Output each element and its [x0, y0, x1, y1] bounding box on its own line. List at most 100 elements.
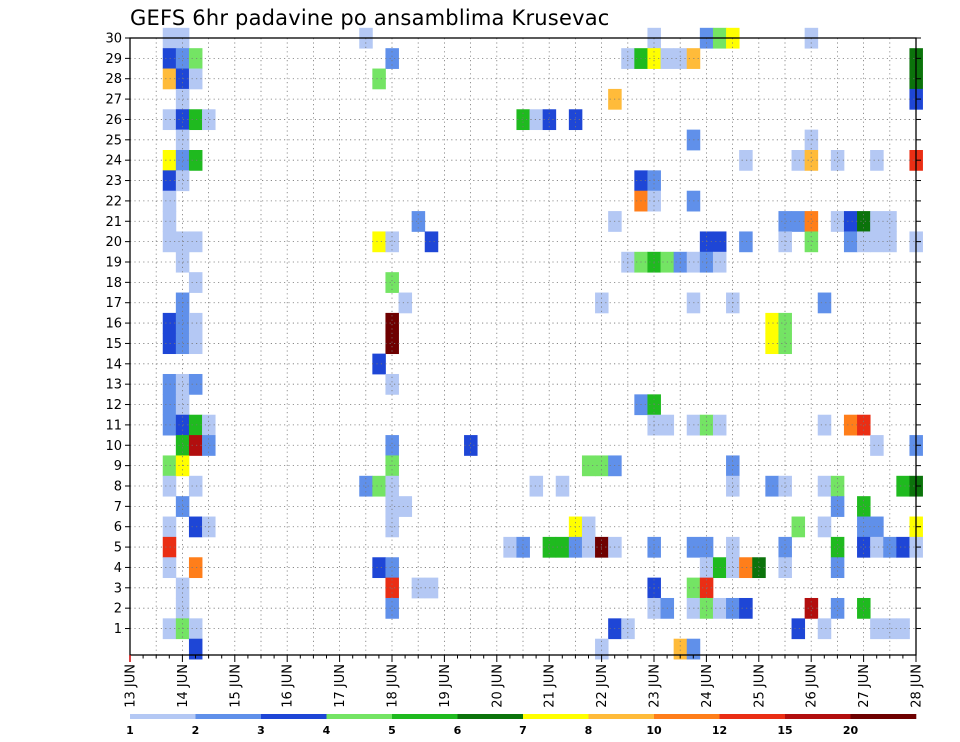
heatmap-cell	[175, 597, 190, 619]
heatmap-cell	[830, 475, 845, 497]
heatmap-cell	[385, 272, 399, 293]
heatmap-cell	[202, 414, 216, 436]
heatmap-cell	[162, 150, 177, 171]
y-tick-label: 19	[105, 255, 122, 270]
x-tick-label: 28 JUN	[910, 664, 925, 708]
colorbar-swatch	[719, 714, 786, 719]
heatmap-cell	[175, 68, 190, 90]
heatmap-cell	[175, 109, 190, 131]
heatmap-cell	[188, 414, 203, 436]
heatmap-cell	[830, 150, 845, 171]
y-tick-label: 2	[114, 602, 122, 617]
heatmap-cell	[162, 455, 177, 477]
heatmap-cell	[385, 312, 399, 334]
heatmap-cell	[778, 333, 792, 355]
y-tick-label: 12	[105, 398, 122, 413]
colorbar-swatch	[457, 714, 524, 719]
heatmap-cell	[857, 211, 871, 232]
heatmap-cell	[804, 231, 819, 253]
heatmap-cell	[830, 536, 845, 558]
heatmap-cell	[188, 333, 203, 355]
heatmap-cell	[857, 414, 871, 436]
heatmap-cell	[752, 557, 766, 579]
heatmap-cell	[464, 435, 478, 456]
heatmap-cell	[870, 150, 884, 171]
heatmap-cell	[188, 475, 203, 497]
colorbar-tick-label: 7	[519, 724, 527, 737]
heatmap-cell	[529, 109, 544, 131]
colorbar-tick-label: 15	[777, 724, 792, 737]
heatmap-cell	[188, 231, 203, 253]
x-tick-label: 16 JUN	[281, 664, 296, 708]
heatmap-cell	[175, 435, 190, 456]
y-tick-label: 4	[114, 561, 122, 576]
heatmap-cell	[424, 577, 439, 599]
y-tick-label: 10	[105, 439, 122, 454]
heatmap-cell	[765, 333, 779, 355]
y-tick-label: 8	[114, 479, 122, 494]
colorbar-swatch	[195, 714, 262, 719]
heatmap-cell	[896, 618, 910, 640]
heatmap-cell	[843, 414, 858, 436]
heatmap-cell	[162, 231, 177, 253]
grid-lines	[130, 37, 916, 655]
x-tick-label: 26 JUN	[805, 664, 820, 708]
heatmap-cell	[791, 211, 806, 232]
colorbar-tick-label: 5	[388, 724, 396, 737]
heatmap-cell	[162, 394, 177, 416]
heatmap-cell	[804, 597, 819, 619]
heatmap-cell	[739, 557, 753, 579]
colorbar-tick-label: 1	[126, 724, 134, 737]
chart-title: GEFS 6hr padavine po ansamblima Krusevac	[130, 6, 610, 30]
colorbar-swatch	[130, 714, 196, 719]
heatmap-cells	[162, 27, 923, 660]
colorbar-swatch	[785, 714, 851, 719]
heatmap-cell	[686, 638, 701, 660]
y-tick-label: 22	[105, 194, 122, 209]
heatmap-cell	[830, 496, 845, 517]
y-tick-label: 7	[114, 500, 122, 515]
heatmap-cell	[883, 211, 897, 232]
heatmap-cell	[188, 150, 203, 171]
colorbar-tick-label: 6	[454, 724, 462, 737]
heatmap-cell	[791, 150, 806, 171]
heatmap-cell	[778, 536, 792, 558]
heatmap-cell	[188, 638, 203, 660]
heatmap-cell	[857, 496, 871, 517]
heatmap-cell	[804, 150, 819, 171]
heatmap-cell	[188, 48, 203, 69]
heatmap-cell	[162, 333, 177, 355]
heatmap-cell	[188, 312, 203, 334]
y-tick-label: 18	[105, 276, 122, 291]
x-tick-label: 18 JUN	[386, 664, 401, 708]
x-tick-label: 23 JUN	[648, 664, 663, 708]
colorbar-swatch	[654, 714, 720, 719]
heatmap-cell	[162, 618, 177, 640]
heatmap-cell	[188, 109, 203, 131]
heatmap-cell	[673, 638, 688, 660]
heatmap-cell	[175, 170, 190, 192]
heatmap-cell	[385, 333, 399, 355]
colorbar-swatch	[588, 714, 655, 719]
heatmap-cell	[385, 597, 399, 619]
heatmap-cell	[372, 475, 386, 497]
x-tick-label: 25 JUN	[752, 664, 767, 708]
heatmap-cell	[162, 68, 177, 90]
heatmap-cell	[595, 638, 609, 660]
heatmap-cell	[175, 373, 190, 395]
x-tick-label: 19 JUN	[438, 664, 453, 708]
heatmap-cell	[372, 231, 386, 253]
heatmap-cell	[162, 557, 177, 579]
heatmap-cell	[175, 251, 190, 273]
heatmap-cell	[765, 312, 779, 334]
colorbar-tick-label: 20	[843, 724, 859, 737]
heatmap-cell	[870, 516, 884, 538]
heatmap-cell	[555, 475, 570, 497]
heatmap-cell	[175, 312, 190, 334]
y-tick-label: 1	[114, 622, 122, 637]
y-tick-label: 11	[105, 418, 122, 433]
colorbar-tick-label: 2	[192, 724, 200, 737]
heatmap-cell	[162, 475, 177, 497]
y-tick-label: 25	[105, 133, 122, 148]
